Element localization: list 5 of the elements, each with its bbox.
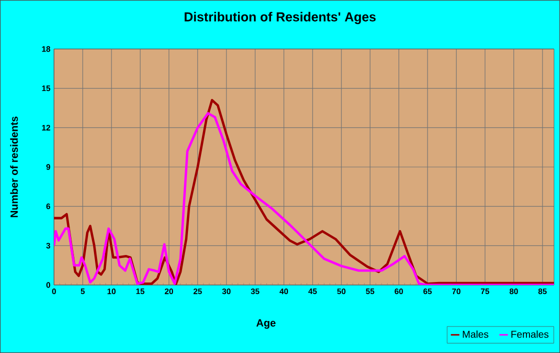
x-axis-title: Age [256, 319, 276, 329]
legend-label: Females [511, 330, 548, 338]
y-axis-title: Number of residents [10, 116, 18, 218]
legend-label: Males [462, 330, 488, 338]
chart-title: Distribution of Residents' Ages [184, 12, 376, 24]
